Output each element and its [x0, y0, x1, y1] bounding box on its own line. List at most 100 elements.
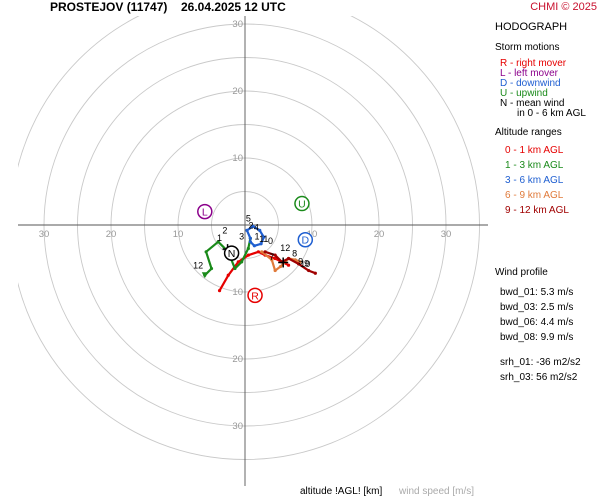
hodograph-point	[209, 266, 214, 271]
altitude-range-legend-item: 1 - 3 km AGL	[505, 160, 564, 171]
hodograph-point	[246, 253, 250, 257]
station-title: PROSTEJOV (11747)	[50, 0, 168, 14]
tick-label: 30	[232, 19, 243, 30]
tick-label: 20	[232, 354, 243, 365]
panel-title: HODOGRAPH	[495, 21, 568, 33]
hodograph-point	[216, 240, 220, 244]
altitude-label: 8	[292, 248, 297, 258]
altitude-label: 7	[269, 252, 274, 262]
altitude-label: 2	[249, 220, 254, 230]
hodograph-point	[286, 263, 291, 267]
cross-marker	[278, 257, 289, 268]
hodograph-point	[273, 256, 277, 261]
tick-label: 30	[232, 421, 243, 432]
altitude-label: 9	[298, 257, 303, 267]
altitude-label: 12	[193, 261, 203, 271]
altitude-axis-label: altitude !AGL! [km]	[300, 486, 383, 497]
tick-label: 10	[232, 153, 243, 164]
storm-motion-legend-item: U - upwind	[500, 88, 548, 99]
hodograph-point	[297, 262, 301, 266]
hodograph-point	[240, 260, 244, 264]
hodograph-point	[248, 240, 252, 244]
altitude-label: 2	[222, 226, 227, 236]
altitude-range-legend-item: 9 - 12 km AGL	[505, 205, 569, 216]
hodograph-point	[217, 289, 222, 293]
tick-label: 10	[173, 229, 184, 240]
datetime-title: 26.04.2025 12 UTC	[181, 0, 286, 14]
axes	[18, 16, 488, 486]
hodograph-point	[236, 260, 240, 264]
altitude-range-legend-item: 0 - 1 km AGL	[505, 145, 564, 156]
tick-label: 20	[106, 229, 117, 240]
storm-motion-legend-item: D - downwind	[500, 78, 561, 89]
hodograph-point	[233, 266, 237, 271]
altitude-label: 9	[304, 259, 309, 269]
tick-label: 30	[39, 229, 50, 240]
storm-motion-legend-item: N - mean wind	[500, 98, 565, 109]
copyright-text: CHMI © 2025	[530, 1, 597, 13]
wind-profile-title: Wind profile	[495, 267, 548, 278]
hodograph-point	[262, 235, 266, 239]
svg-text:U: U	[298, 199, 306, 211]
hodograph-point	[260, 250, 264, 254]
tick-label: 20	[374, 229, 385, 240]
svg-text:R: R	[251, 290, 259, 302]
tick-label: 20	[232, 86, 243, 97]
hodograph-point	[226, 273, 230, 277]
svg-text:D: D	[302, 235, 310, 247]
hodograph-point	[263, 250, 267, 254]
hodograph-point	[278, 264, 283, 269]
hodograph-point	[313, 271, 317, 275]
altitude-label: 0	[268, 236, 273, 246]
hodograph-point	[273, 253, 277, 257]
wind-speed-axis-label: wind speed [m/s]	[399, 486, 475, 497]
wind-profile-item: bwd_08: 9.9 m/s	[500, 332, 574, 343]
storm-motions-title: Storm motions	[495, 42, 560, 53]
storm-motions-legend: Storm motions R - right mover L - left mo…	[495, 40, 586, 119]
hodograph-point	[251, 224, 255, 228]
svg-text:L: L	[202, 207, 208, 219]
altitude-ranges-title: Altitude ranges	[495, 127, 562, 138]
trace-start-marker	[201, 272, 208, 279]
altitude-label: 1	[217, 233, 222, 243]
wind-profile-item: bwd_03: 2.5 m/s	[500, 302, 574, 313]
storm-motion-markers: R L D U N	[197, 195, 314, 304]
hodograph-point	[259, 242, 263, 246]
hodograph-point	[245, 228, 249, 232]
hodograph-point	[307, 268, 311, 273]
altitude-ranges-legend: Altitude ranges 0 - 1 km AGL 1 - 3 km AGL…	[495, 125, 569, 218]
wind-profile-item: bwd_01: 5.3 m/s	[500, 287, 574, 298]
tick-label: 10	[307, 229, 318, 240]
altitude-label: 1	[255, 232, 260, 242]
altitude-range-legend-item: 6 - 9 km AGL	[505, 190, 564, 201]
hodograph-point	[270, 258, 274, 262]
storm-motion-R: R	[247, 287, 263, 304]
wind-profile-legend: Wind profile bwd_01: 5.3 m/s bwd_03: 2.5 …	[495, 265, 581, 385]
hodograph-point	[258, 228, 262, 232]
hodograph-point	[246, 246, 250, 251]
storm-motion-D: D	[297, 231, 314, 248]
hodograph-point	[256, 250, 260, 254]
altitude-label: 4	[254, 222, 259, 232]
wind-profile-item: bwd_06: 4.4 m/s	[500, 317, 574, 328]
wind-profile-item: srh_03: 56 m2/s2	[500, 372, 578, 383]
hodograph-point	[286, 256, 291, 261]
storm-motion-legend-item: R - right mover	[500, 58, 567, 69]
storm-motion-legend-item: L - left mover	[500, 68, 558, 79]
storm-motion-L: L	[197, 203, 213, 220]
altitude-label: 12	[280, 243, 290, 253]
storm-motions-note: in 0 - 6 km AGL	[517, 108, 586, 119]
tick-label: 10	[232, 287, 243, 298]
storm-motion-N: N	[223, 245, 240, 261]
altitude-label: 10	[300, 259, 310, 269]
altitude-label: 11	[259, 234, 268, 244]
wind-profile-item: srh_01: -36 m2/s2	[500, 357, 581, 368]
hodograph-point	[273, 268, 277, 273]
hodograph-point	[252, 244, 256, 248]
altitude-range-legend-item: 3 - 6 km AGL	[505, 175, 564, 186]
hodograph-point	[204, 250, 208, 254]
